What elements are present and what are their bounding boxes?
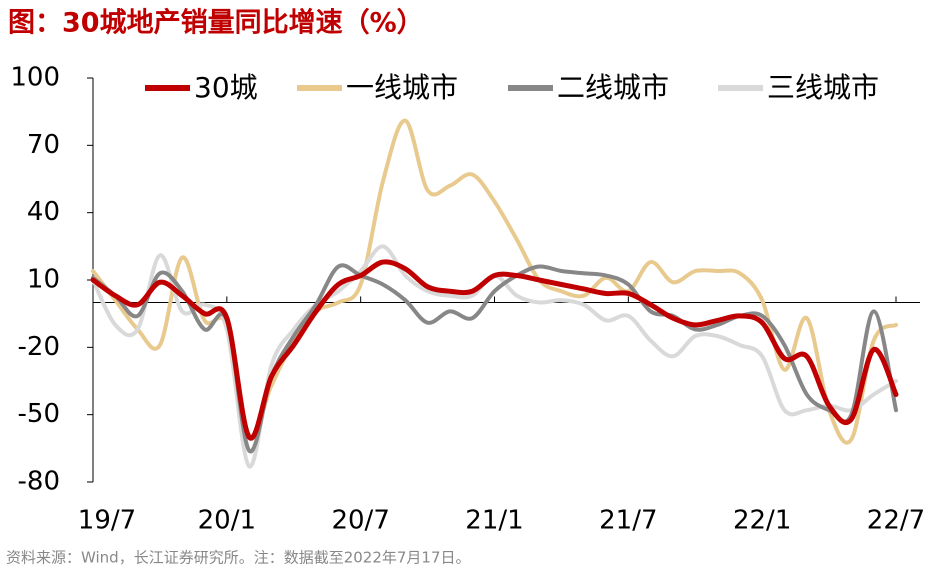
legend-label: 二线城市	[557, 71, 669, 104]
x-tick-label: 22/7	[867, 506, 925, 536]
chart-title: 图：30城地产销量同比增速（%）	[8, 7, 424, 39]
x-tick-label: 21/7	[599, 506, 657, 536]
y-tick-label: -20	[18, 332, 60, 362]
y-tick-label: -50	[18, 399, 60, 429]
y-tick-label: 40	[27, 197, 60, 227]
x-tick-label: 20/1	[198, 506, 256, 536]
series-line	[91, 244, 898, 469]
source-note: 资料来源：Wind，长江证券研究所。注：数据截至2022年7月17日。	[6, 549, 471, 567]
series-line	[91, 263, 898, 454]
series-line	[90, 259, 899, 441]
x-tick-label: 19/7	[78, 506, 136, 536]
y-tick-label: 10	[27, 265, 60, 295]
y-tick-label: 70	[27, 130, 60, 160]
legend-label: 三线城市	[767, 71, 879, 104]
legend-label: 一线城市	[346, 71, 458, 104]
x-tick-label: 20/7	[331, 506, 389, 536]
y-tick-label: 100	[10, 63, 60, 93]
x-tick-label: 22/1	[733, 506, 791, 536]
y-tick-label: -80	[18, 467, 60, 497]
x-tick-label: 21/1	[465, 506, 523, 536]
legend-label: 30城	[194, 71, 258, 104]
